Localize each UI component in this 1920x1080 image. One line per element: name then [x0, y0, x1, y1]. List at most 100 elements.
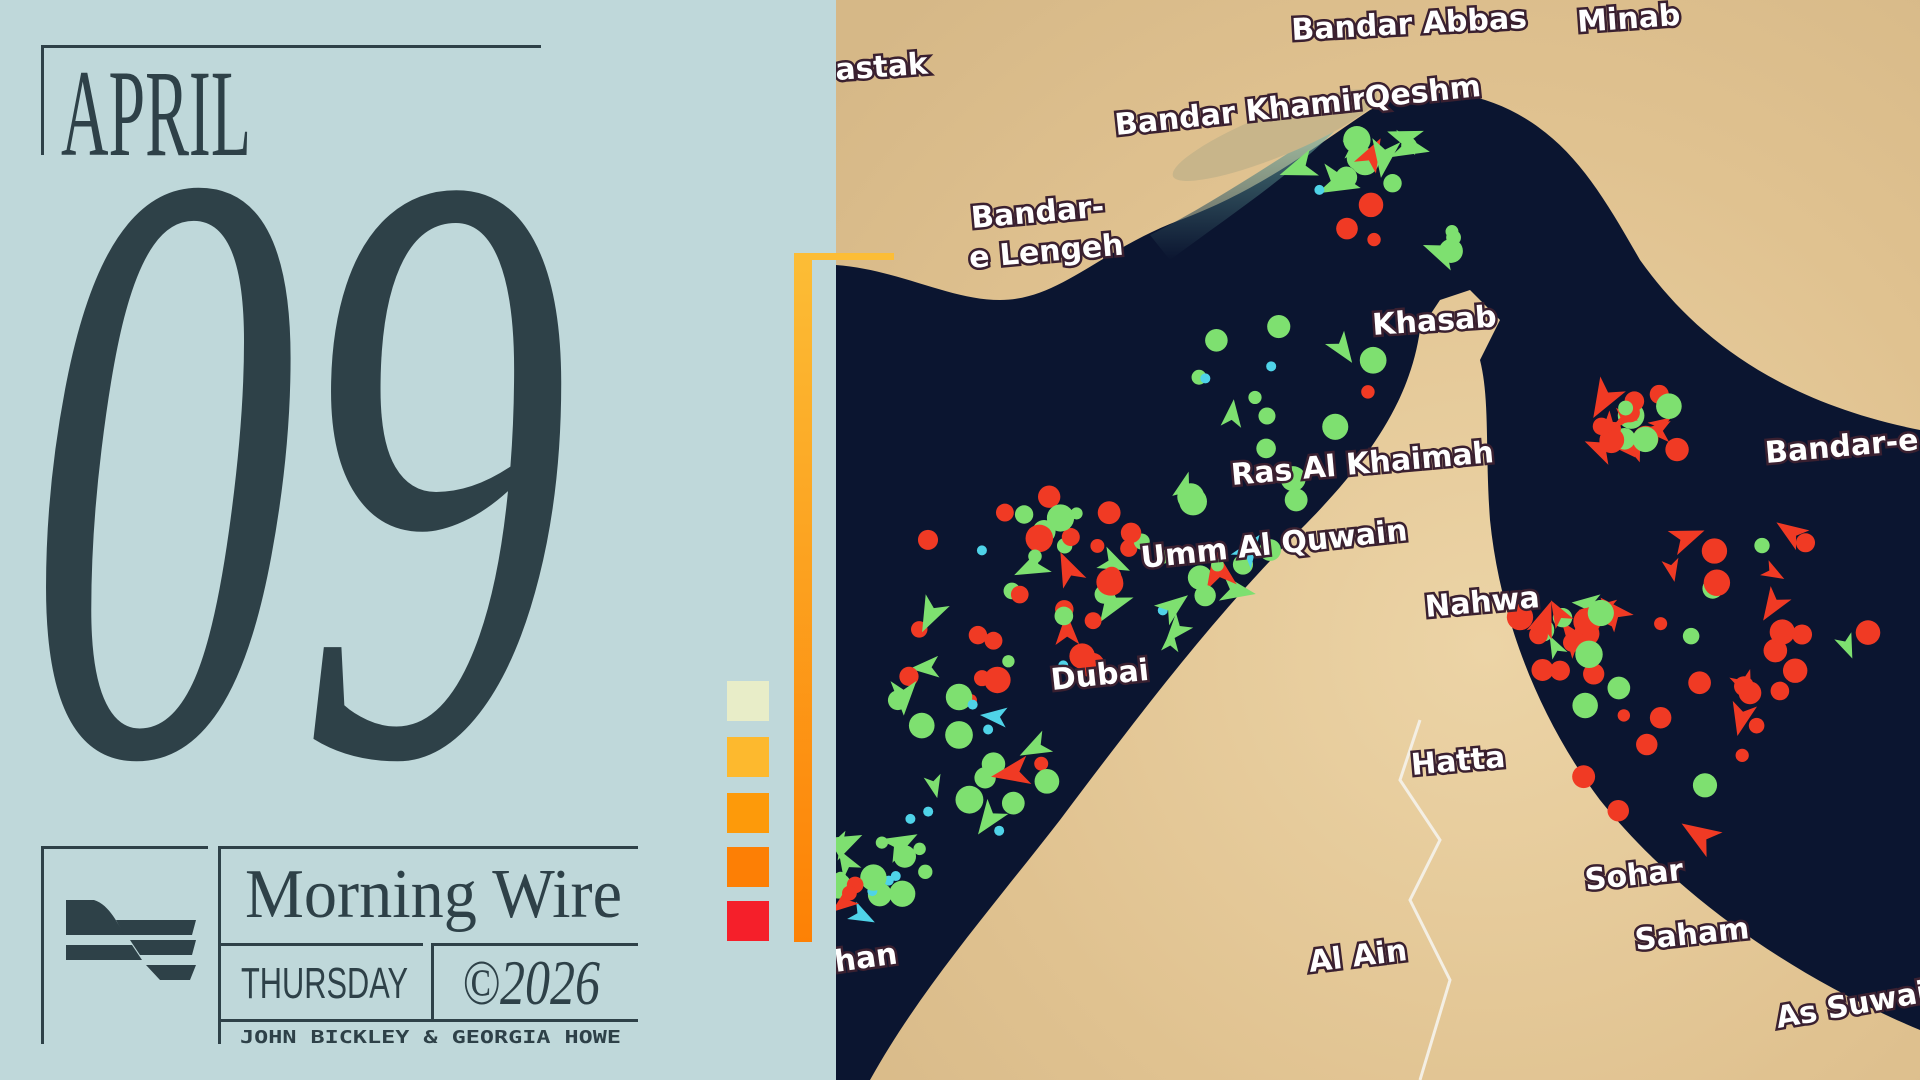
- vessel-arrow: [1550, 600, 1574, 630]
- vessel-dot: [1770, 681, 1790, 701]
- vessel-arrow: [1729, 668, 1752, 702]
- swatch-5: [727, 901, 769, 941]
- vessel-dot: [1177, 483, 1205, 511]
- vessel-dot: [1572, 692, 1598, 719]
- vessel-arrow: [1372, 138, 1401, 178]
- vessel-arrow: [1763, 586, 1792, 621]
- vessel-arrow: [1760, 560, 1785, 580]
- vessel-arrow: [836, 887, 859, 913]
- swatch-3: [727, 793, 769, 833]
- vessel-arrow: [1055, 612, 1080, 645]
- island-qeshm: [1172, 89, 1378, 181]
- vessel-arrow: [1060, 552, 1087, 589]
- brand-title: Morning Wire: [245, 856, 622, 933]
- vessel-arrow: [1422, 244, 1461, 271]
- brand-rule-middle-b: [431, 943, 638, 946]
- vessel-arrow: [978, 798, 1009, 835]
- vessel-arrow: [1230, 534, 1260, 569]
- copyright-year: ©2026: [462, 947, 600, 1018]
- vessel-dot: [899, 666, 919, 687]
- title-panel: APRIL 09 Morning Wire THURSDAY ©2026 JOH…: [0, 0, 836, 1080]
- vessel-dot: [1682, 627, 1700, 645]
- vessel-dot: [1618, 400, 1634, 416]
- vessel-dot: [955, 785, 984, 814]
- vessel-dot: [875, 836, 888, 849]
- vessel-dot: [1322, 413, 1349, 440]
- swatch-2: [727, 737, 769, 777]
- vessel-arrow: [836, 834, 863, 861]
- vessel-dot: [945, 721, 973, 749]
- vessel-dot: [1280, 466, 1306, 492]
- vessel-dot: [889, 880, 916, 907]
- vessel-arrow: [1019, 730, 1054, 756]
- vessel-dot: [905, 813, 916, 824]
- vessel-dot: [1267, 314, 1291, 339]
- vessel-dot: [1259, 539, 1281, 561]
- vessel-dot: [1037, 485, 1061, 508]
- vessel-dot: [968, 625, 988, 645]
- vessel-arrow: [1354, 138, 1381, 174]
- vessel-dot: [1445, 225, 1459, 238]
- vessel-dot: [1001, 791, 1025, 815]
- vessel-dot: [1703, 569, 1731, 596]
- vessel-dot: [1754, 537, 1770, 554]
- vessel-dot: [1090, 538, 1105, 553]
- vessel-dot: [1383, 174, 1402, 193]
- vessel-dot: [1069, 643, 1095, 669]
- vessel-dot: [1258, 407, 1276, 425]
- vessel-dot: [1607, 676, 1631, 700]
- vessel-dot: [1692, 773, 1718, 798]
- swatch-1: [727, 681, 769, 721]
- vessel-dot: [984, 666, 1011, 694]
- swatch-4: [727, 847, 769, 887]
- vessel-dot: [1855, 620, 1881, 645]
- vessel-dot: [1607, 799, 1630, 822]
- vessel-arrow: [847, 901, 875, 923]
- vessel-dot: [1256, 438, 1276, 459]
- top-rule: [41, 45, 541, 48]
- vessel-dot: [1120, 522, 1142, 543]
- vessel-dot: [1194, 584, 1216, 607]
- vessel-dot: [1156, 549, 1170, 564]
- shallow-water: [1150, 115, 1350, 260]
- vessel-dot: [1361, 385, 1375, 399]
- vessel-dot: [945, 683, 973, 711]
- water-area: [836, 93, 1920, 1080]
- vessel-dot: [1358, 192, 1384, 218]
- vessel-dot: [1187, 565, 1213, 590]
- vessel-arrow: [979, 707, 1008, 728]
- vessel-dot: [981, 752, 1006, 776]
- vessel-arrow: [1647, 417, 1672, 437]
- vessel-dot: [1583, 663, 1605, 685]
- vessel-dot: [1367, 232, 1381, 247]
- vessel-dot: [1084, 612, 1102, 630]
- vessel-dot: [1343, 126, 1371, 154]
- vessel-dot: [1200, 373, 1211, 384]
- date-display: APRIL 09 Morning Wire THURSDAY ©2026 JOH…: [25, 0, 622, 1048]
- weekday-label: THURSDAY: [241, 959, 408, 1008]
- vessel-arrow: [991, 755, 1032, 785]
- vessel-dot: [1061, 528, 1080, 547]
- vessel-dot: [1531, 658, 1554, 682]
- vessel-arrow: [1549, 635, 1568, 660]
- vessel-markers: [836, 126, 1881, 923]
- brand-rule-vertical-left: [41, 846, 44, 1044]
- vessel-dot: [893, 845, 917, 868]
- vessel-arrow: [836, 830, 846, 859]
- vessel-dot: [983, 724, 994, 735]
- vessel-dot: [1058, 660, 1069, 671]
- border-line: [1398, 719, 1452, 1080]
- vessel-dot: [860, 864, 887, 891]
- accent-bar: [794, 253, 812, 942]
- vessel-dot: [1034, 756, 1049, 771]
- vessel-arrow: [1593, 376, 1626, 419]
- vessel-dot: [1211, 558, 1224, 572]
- vessel-dot: [1795, 533, 1816, 553]
- vessel-dot: [1632, 426, 1659, 453]
- vessel-dot: [967, 699, 978, 710]
- vessel-dot: [1735, 748, 1749, 763]
- vessel-arrow: [1279, 149, 1319, 176]
- brand-rule-middle-a: [218, 943, 423, 946]
- vessel-arrow: [1161, 628, 1179, 653]
- vessel-arrow: [890, 680, 917, 716]
